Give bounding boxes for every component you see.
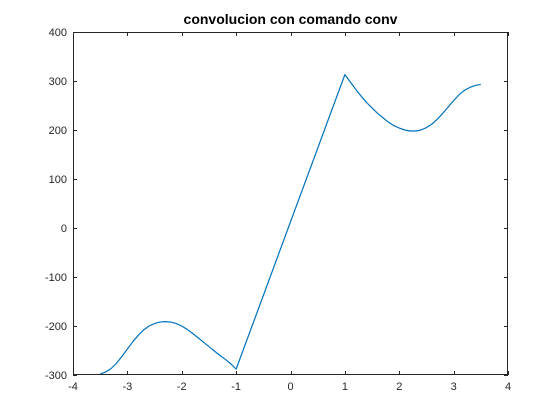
y-tick-label: 400 [49, 27, 67, 39]
y-tick-label: 300 [49, 76, 67, 88]
y-tick-label: -200 [45, 321, 67, 333]
series-layer [99, 74, 481, 375]
axes-box [73, 32, 508, 375]
x-tick-label: -1 [231, 381, 241, 393]
ticks-layer: -4 -3 -2 -1 0 1 2 3 4 -300 -200 -100 0 100 200 300 400 [45, 27, 511, 393]
x-tick-label: 3 [451, 381, 457, 393]
plot-background [73, 32, 508, 375]
chart-title: convolucion con comando conv [184, 11, 398, 27]
axes-layer [73, 32, 508, 375]
x-tick-label: 1 [342, 381, 348, 393]
x-tick-label: 0 [287, 381, 293, 393]
x-tick-label: 4 [505, 381, 511, 393]
x-tick-label: -3 [122, 381, 132, 393]
x-tick-label: -2 [177, 381, 187, 393]
y-tick-label: 100 [49, 174, 67, 186]
y-tick-label: 200 [49, 125, 67, 137]
y-tick-label: 0 [61, 223, 67, 235]
series-line-0 [99, 74, 481, 375]
y-tick-label: -100 [45, 272, 67, 284]
plot-area [73, 32, 508, 375]
x-tick-label: -4 [68, 381, 78, 393]
x-tick-label: 2 [396, 381, 402, 393]
y-tick-label: -300 [45, 370, 67, 382]
